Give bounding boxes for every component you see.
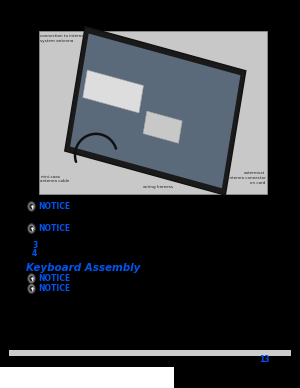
- Circle shape: [28, 275, 34, 282]
- Circle shape: [28, 284, 35, 294]
- Circle shape: [28, 201, 35, 211]
- Circle shape: [29, 286, 34, 291]
- Text: Keyboard Assembly: Keyboard Assembly: [26, 263, 140, 274]
- Polygon shape: [83, 70, 143, 113]
- Text: NOTICE: NOTICE: [38, 274, 70, 283]
- Text: wiring harness: wiring harness: [142, 185, 172, 189]
- Text: 4: 4: [32, 249, 38, 258]
- Circle shape: [28, 223, 35, 234]
- Polygon shape: [65, 27, 246, 195]
- Text: mini-coax
antenna cable: mini-coax antenna cable: [40, 175, 70, 184]
- Text: NOTICE: NOTICE: [38, 284, 70, 293]
- Text: NOTICE: NOTICE: [38, 202, 70, 211]
- FancyBboxPatch shape: [9, 350, 291, 356]
- FancyBboxPatch shape: [0, 367, 174, 388]
- FancyBboxPatch shape: [39, 31, 267, 194]
- Text: connection to internal
system antenna: connection to internal system antenna: [40, 34, 86, 43]
- Polygon shape: [70, 33, 240, 188]
- Circle shape: [29, 204, 34, 209]
- Circle shape: [29, 276, 34, 281]
- Text: 3: 3: [32, 241, 38, 250]
- Text: 13: 13: [259, 355, 269, 364]
- Text: outermost
antenna connector
on card: outermost antenna connector on card: [226, 171, 266, 185]
- Circle shape: [28, 285, 34, 293]
- Polygon shape: [143, 111, 182, 143]
- Text: NOTICE: NOTICE: [38, 224, 70, 233]
- Circle shape: [28, 225, 34, 232]
- Circle shape: [28, 203, 34, 210]
- Circle shape: [29, 226, 34, 231]
- Circle shape: [28, 274, 35, 284]
